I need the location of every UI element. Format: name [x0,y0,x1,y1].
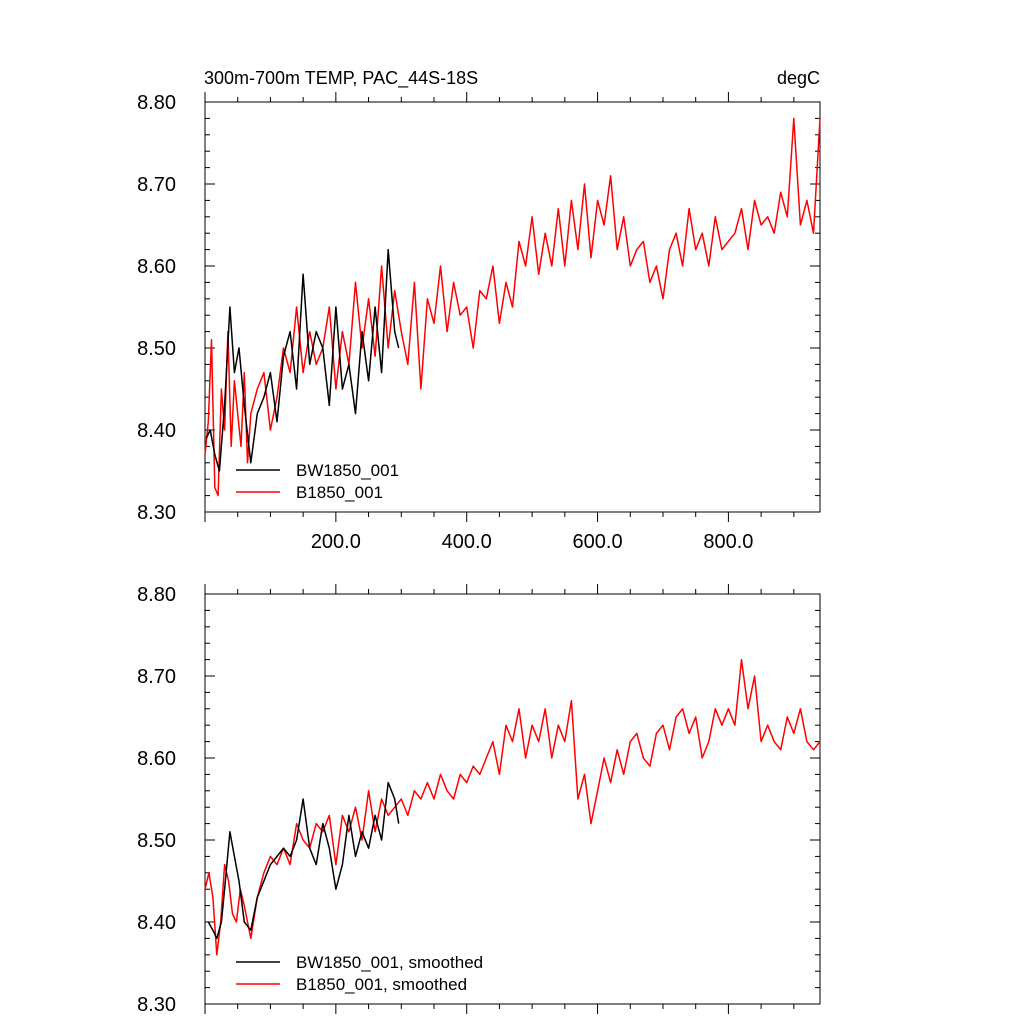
y-tick-label: 8.70 [137,666,176,688]
bottom-plot-frame [204,593,821,1005]
y-tick-label: 8.80 [137,584,176,606]
top-series-group [204,117,821,497]
top-legend: BW1850_001 B1850_001 [236,461,399,502]
bottom-series-line-b1850 [204,658,821,956]
y-tick-label: 8.50 [137,830,176,852]
bottom-axis-ticks [204,584,820,1014]
bottom-series-line-bw1850 [207,781,400,940]
top-axis-ticks [204,92,820,522]
top-title-left: 300m-700m TEMP, PAC_44S-18S [204,68,478,89]
x-tick-label: 600.0 [573,531,623,553]
y-tick-label: 8.40 [137,912,176,934]
x-tick-label: 800.0 [703,531,753,553]
y-tick-label: 8.30 [137,994,176,1016]
y-tick-label: 8.50 [137,338,176,360]
top-panel: 300m-700m TEMP, PAC_44S-18S degC 8.30 8.4… [137,68,821,553]
top-x-tick-labels: 200.0 400.0 600.0 800.0 [311,531,754,553]
y-tick-label: 8.40 [137,420,176,442]
x-tick-label: 200.0 [311,531,361,553]
y-tick-label: 8.60 [137,256,176,278]
y-tick-label: 8.60 [137,748,176,770]
bottom-legend-label-bw1850: BW1850_001, smoothed [296,953,483,972]
top-title-right: degC [777,68,820,88]
y-tick-label: 8.70 [137,174,176,196]
top-legend-label-b1850: B1850_001 [296,483,383,502]
bottom-legend: BW1850_001, smoothed B1850_001, smoothed [236,953,483,994]
top-y-tick-labels: 8.30 8.40 8.50 8.60 8.70 8.80 [137,92,176,524]
bottom-y-tick-labels: 8.30 8.40 8.50 8.60 8.70 8.80 [137,584,176,1016]
top-series-line-bw1850 [205,248,400,472]
bottom-panel: 8.30 8.40 8.50 8.60 8.70 8.80 BW1850_001, smo… [137,584,821,1016]
top-plot-frame [204,101,821,513]
y-tick-label: 8.80 [137,92,176,114]
x-tick-label: 400.0 [442,531,492,553]
y-tick-label: 8.30 [137,502,176,524]
bottom-legend-label-b1850: B1850_001, smoothed [296,975,467,994]
top-series-line-b1850 [204,117,821,497]
bottom-series-group [204,658,821,956]
top-legend-label-bw1850: BW1850_001 [296,461,399,480]
